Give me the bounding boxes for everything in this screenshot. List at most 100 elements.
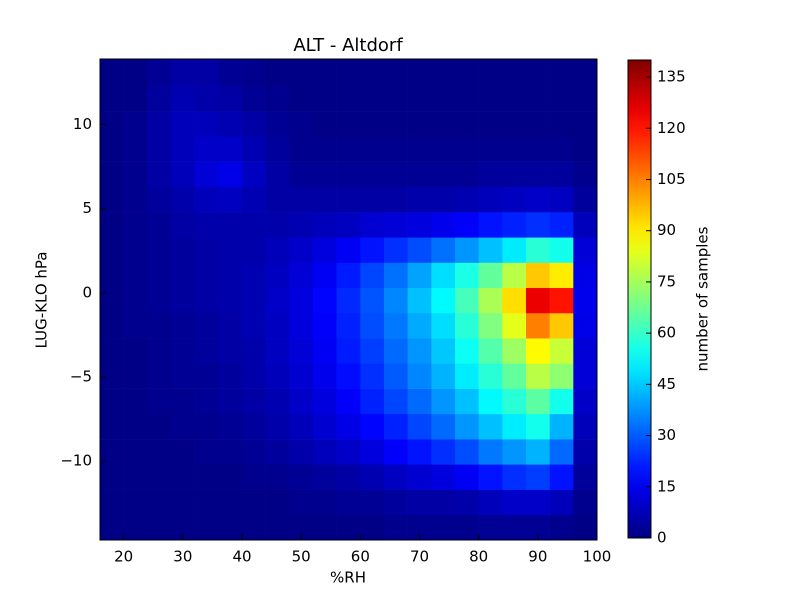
heatmap-cell: [336, 363, 361, 389]
heatmap-cell: [455, 413, 479, 440]
heatmap-cell: [431, 186, 456, 213]
heatmap-cell: [171, 59, 195, 87]
heatmap-cell: [171, 338, 195, 364]
heatmap-cell: [123, 85, 148, 112]
heatmap-cell: [171, 363, 195, 389]
heatmap-cell: [573, 338, 598, 364]
heatmap-cell: [526, 388, 550, 415]
heatmap-cell: [431, 489, 456, 516]
heatmap-cell: [218, 237, 243, 263]
heatmap-cell: [242, 136, 266, 162]
heatmap-cell: [336, 489, 361, 516]
heatmap-cell: [123, 489, 148, 516]
heatmap-cell: [100, 287, 124, 314]
heatmap-cell: [478, 186, 503, 213]
heatmap-cell: [289, 212, 314, 238]
heatmap-cell: [265, 212, 290, 238]
heatmap-cell: [242, 212, 266, 238]
heatmap-cell: [123, 388, 148, 415]
heatmap-cell: [455, 439, 479, 465]
heatmap-cell: [313, 489, 337, 516]
heatmap-cell: [147, 111, 172, 137]
heatmap-cell: [573, 111, 598, 137]
colorbar: [627, 59, 652, 539]
heatmap-cell: [336, 161, 361, 188]
heatmap-cell: [478, 363, 503, 389]
heatmap-cell: [407, 338, 432, 364]
heatmap-cell: [171, 136, 195, 162]
heatmap-cell: [384, 186, 408, 213]
heatmap-cell: [123, 338, 148, 364]
heatmap-cell: [407, 464, 432, 490]
heatmap-cell: [384, 287, 408, 314]
heatmap-cell: [218, 287, 243, 314]
heatmap-cell: [478, 489, 503, 516]
heatmap-cell: [218, 212, 243, 238]
heatmap-cell: [526, 186, 550, 213]
heatmap-cell: [384, 489, 408, 516]
heatmap-cell: [100, 514, 124, 541]
heatmap-cell: [384, 111, 408, 137]
heatmap-cell: [502, 413, 527, 440]
heatmap-cell: [549, 439, 574, 465]
heatmap-cell: [549, 388, 574, 415]
heatmap-cell: [407, 312, 432, 339]
plot-frame: [99, 58, 598, 541]
heatmap-cell: [218, 111, 243, 137]
heatmap-cell: [123, 161, 148, 188]
heatmap-cell: [313, 237, 337, 263]
heatmap-cell: [431, 287, 456, 314]
heatmap-cell: [455, 237, 479, 263]
heatmap-cell: [100, 59, 124, 87]
heatmap-cell: [147, 413, 172, 440]
colorbar-tick-label: 135: [657, 68, 686, 86]
heatmap-cell: [502, 262, 527, 289]
heatmap-cell: [407, 388, 432, 415]
heatmap-cell: [360, 212, 385, 238]
heatmap-cell: [549, 312, 574, 339]
heatmap-cell: [384, 514, 408, 541]
heatmap-cell: [265, 85, 290, 112]
heatmap-cell: [360, 388, 385, 415]
heatmap-cell: [336, 312, 361, 339]
heatmap-cell: [313, 287, 337, 314]
heatmap-cell: [265, 136, 290, 162]
heatmap-cell: [526, 464, 550, 490]
heatmap-cell: [242, 312, 266, 339]
heatmap-cell: [407, 111, 432, 137]
heatmap-cell: [360, 161, 385, 188]
heatmap-cell: [218, 312, 243, 339]
heatmap-cell: [502, 237, 527, 263]
heatmap-cell: [242, 111, 266, 137]
heatmap-cell: [289, 111, 314, 137]
heatmap-cell: [242, 186, 266, 213]
heatmap-cell: [123, 237, 148, 263]
heatmap-cell: [242, 489, 266, 516]
x-tick-label: 100: [583, 548, 612, 566]
heatmap-cell: [573, 262, 598, 289]
heatmap-cell: [478, 514, 503, 541]
heatmap-cell: [289, 136, 314, 162]
heatmap-cell: [100, 439, 124, 465]
heatmap-cell: [431, 212, 456, 238]
heatmap-cell: [360, 237, 385, 263]
heatmap-cell: [360, 489, 385, 516]
heatmap-cell: [407, 85, 432, 112]
heatmap-cell: [218, 388, 243, 415]
heatmap-cell: [194, 111, 219, 137]
heatmap-cell: [218, 439, 243, 465]
heatmap-cell: [194, 186, 219, 213]
heatmap-cell: [526, 413, 550, 440]
heatmap-cell: [549, 413, 574, 440]
heatmap-cell: [455, 338, 479, 364]
heatmap-cell: [289, 514, 314, 541]
heatmap-cell: [336, 287, 361, 314]
heatmap-cell: [360, 59, 385, 87]
y-tick-label: 10: [73, 115, 92, 133]
heatmap-cell: [147, 59, 172, 87]
heatmap-cell: [573, 161, 598, 188]
heatmap-cell: [502, 338, 527, 364]
heatmap-cell: [123, 413, 148, 440]
heatmap-cell: [455, 464, 479, 490]
